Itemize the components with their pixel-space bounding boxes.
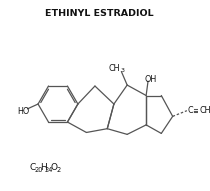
Text: CH: CH (199, 106, 210, 115)
Text: HO: HO (17, 107, 29, 116)
Text: ETHINYL ESTRADIOL: ETHINYL ESTRADIOL (45, 10, 154, 19)
Text: 24: 24 (45, 167, 53, 173)
Text: H: H (40, 163, 47, 172)
Text: C: C (30, 163, 36, 172)
Text: C: C (188, 106, 193, 115)
Text: CH: CH (109, 64, 120, 74)
Text: OH: OH (145, 75, 157, 84)
Text: 20: 20 (34, 167, 43, 173)
Text: 3: 3 (120, 68, 125, 73)
Text: O: O (51, 163, 58, 172)
Text: 2: 2 (56, 167, 60, 173)
